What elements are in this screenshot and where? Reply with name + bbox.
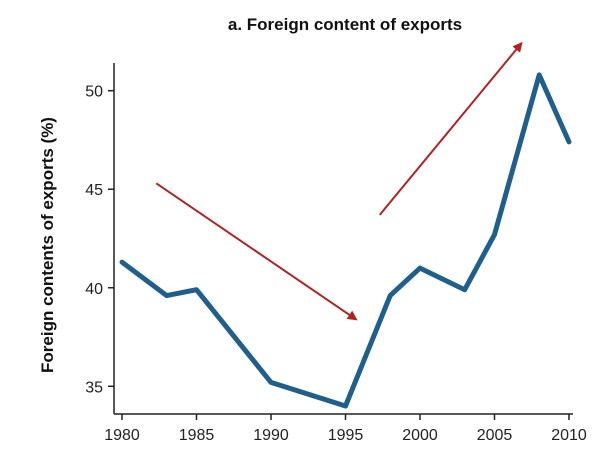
trend-arrow xyxy=(378,41,523,216)
series-line xyxy=(119,72,572,409)
annotations xyxy=(155,41,523,321)
y-tick-label: 45 xyxy=(85,182,103,199)
trend-arrow xyxy=(155,182,358,321)
y-axis-label: Foreign contents of exports (%) xyxy=(38,117,57,373)
x-tick-label: 1985 xyxy=(179,427,215,444)
x-tick-label: 2000 xyxy=(402,427,438,444)
y-tick-label: 35 xyxy=(85,379,103,396)
x-ticks: 1980 1985 1990 1995 2000 2005 2010 xyxy=(104,414,587,444)
x-tick-label: 1980 xyxy=(104,427,140,444)
series-group xyxy=(119,72,572,409)
x-tick-label: 2010 xyxy=(551,427,587,444)
chart-title: a. Foreign content of exports xyxy=(228,15,462,34)
x-tick-label: 1990 xyxy=(253,427,289,444)
y-ticks: 35 40 45 50 xyxy=(85,84,114,396)
x-tick-label: 1995 xyxy=(328,427,364,444)
y-tick-label: 50 xyxy=(85,84,103,101)
x-tick-label: 2005 xyxy=(477,427,513,444)
y-tick-label: 40 xyxy=(85,281,103,298)
